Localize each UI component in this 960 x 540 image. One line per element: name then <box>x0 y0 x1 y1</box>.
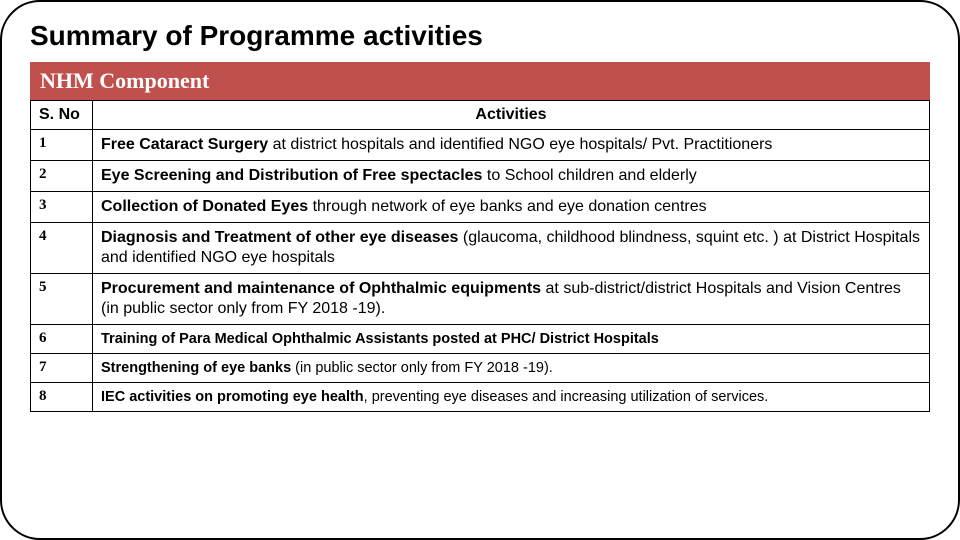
cell-activity: Strengthening of eye banks (in public se… <box>93 354 930 383</box>
table-row: 8 IEC activities on promoting eye health… <box>31 383 930 412</box>
cell-activity: Diagnosis and Treatment of other eye dis… <box>93 223 930 274</box>
slide-title: Summary of Programme activities <box>30 20 930 52</box>
activities-table: S. No Activities 1 Free Cataract Surgery… <box>30 100 930 412</box>
slide-frame: Summary of Programme activities NHM Comp… <box>0 0 960 540</box>
table-row: 6 Training of Para Medical Ophthalmic As… <box>31 325 930 354</box>
activity-bold: Free Cataract Surgery <box>101 136 268 153</box>
cell-activity: IEC activities on promoting eye health, … <box>93 383 930 412</box>
cell-sno: 1 <box>31 130 93 161</box>
activity-bold: Collection of Donated Eyes <box>101 198 308 215</box>
cell-sno: 6 <box>31 325 93 354</box>
cell-sno: 8 <box>31 383 93 412</box>
cell-sno: 3 <box>31 192 93 223</box>
table-body: 1 Free Cataract Surgery at district hosp… <box>31 130 930 412</box>
table-header-row: S. No Activities <box>31 101 930 130</box>
cell-activity: Training of Para Medical Ophthalmic Assi… <box>93 325 930 354</box>
activity-bold: Eye Screening and Distribution of Free s… <box>101 167 482 184</box>
cell-sno: 5 <box>31 274 93 325</box>
cell-activity: Collection of Donated Eyes through netwo… <box>93 192 930 223</box>
col-sno: S. No <box>31 101 93 130</box>
activity-bold: Procurement and maintenance of Ophthalmi… <box>101 280 541 297</box>
table-row: 7 Strengthening of eye banks (in public … <box>31 354 930 383</box>
activity-bold: IEC activities on promoting eye health <box>101 389 364 405</box>
activity-bold: Diagnosis and Treatment of other eye dis… <box>101 229 458 246</box>
nhm-banner: NHM Component <box>30 62 930 100</box>
table-row: 3 Collection of Donated Eyes through net… <box>31 192 930 223</box>
table-row: 2 Eye Screening and Distribution of Free… <box>31 161 930 192</box>
cell-sno: 2 <box>31 161 93 192</box>
cell-activity: Procurement and maintenance of Ophthalmi… <box>93 274 930 325</box>
cell-sno: 4 <box>31 223 93 274</box>
cell-activity: Free Cataract Surgery at district hospit… <box>93 130 930 161</box>
activity-rest: to School children and elderly <box>482 167 696 184</box>
activity-bold: Strengthening of eye banks <box>101 360 291 376</box>
col-activities: Activities <box>93 101 930 130</box>
activity-rest: through network of eye banks and eye don… <box>308 198 706 215</box>
activity-rest: (in public sector only from FY 2018 -19)… <box>291 360 553 376</box>
table-row: 1 Free Cataract Surgery at district hosp… <box>31 130 930 161</box>
activity-bold: Training of Para Medical Ophthalmic Assi… <box>101 331 659 347</box>
activity-rest: , preventing eye diseases and increasing… <box>364 389 769 405</box>
activity-rest: at district hospitals and identified NGO… <box>268 136 772 153</box>
table-row: 5 Procurement and maintenance of Ophthal… <box>31 274 930 325</box>
cell-activity: Eye Screening and Distribution of Free s… <box>93 161 930 192</box>
cell-sno: 7 <box>31 354 93 383</box>
table-row: 4 Diagnosis and Treatment of other eye d… <box>31 223 930 274</box>
